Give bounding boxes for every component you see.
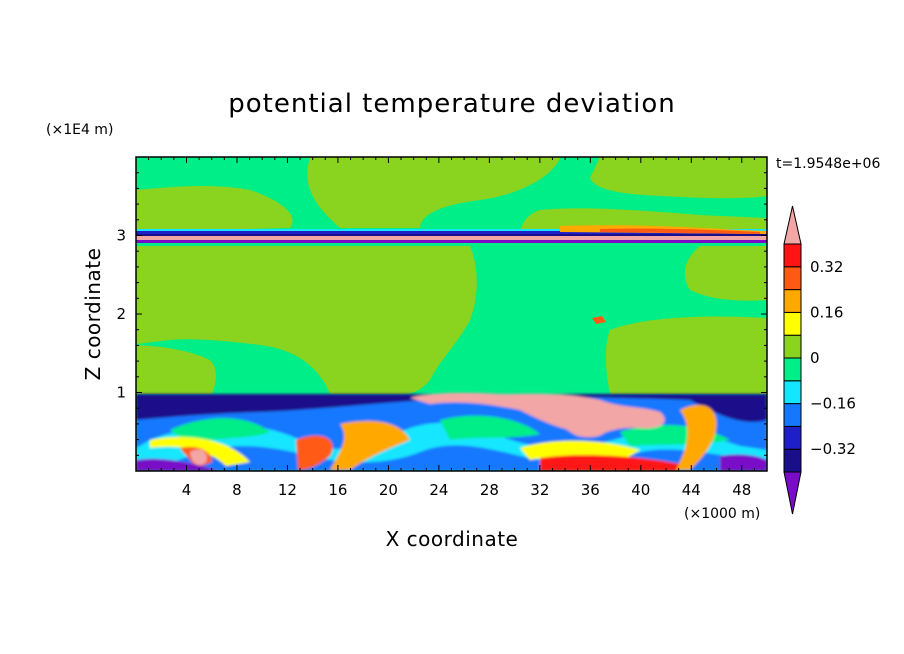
x-tick-label: 32 [530, 481, 549, 499]
colorbar-legend: 0.32 0.16 0 −0.16 −0.32 [783, 205, 856, 515]
time-label: t=1.9548e+06 [776, 156, 880, 172]
band-layer-blue [136, 231, 767, 235]
colorbar-tick-label: −0.16 [810, 395, 856, 413]
lower-warm-streak-1 [150, 436, 250, 466]
x-tick-label: 16 [328, 481, 347, 499]
colorbar-tick-label: −0.32 [810, 440, 856, 458]
x-axis-unit: (×1000 m) [684, 506, 760, 522]
colorbar-tick-label: 0.16 [810, 303, 843, 321]
x-tick-label: 4 [182, 481, 192, 499]
y-axis-unit: (×1E4 m) [46, 122, 113, 138]
lower-warm-streak-6 [676, 404, 717, 470]
colorbar-under-triangle [783, 471, 802, 515]
lower-pink-core-2 [558, 404, 611, 438]
field-patch-upper-1 [136, 185, 293, 232]
lower-warm-streak-2 [330, 421, 410, 470]
y-axis: 1 2 3 [116, 172, 767, 456]
colorbar-swatch [783, 403, 802, 427]
lower-purple-base-right [720, 454, 767, 471]
band-layer-navy [136, 234, 767, 236]
x-tick-label: 20 [379, 481, 398, 499]
lower-navy-top [136, 394, 767, 422]
y-tick-label: 3 [116, 227, 126, 245]
x-tick-label: 12 [278, 481, 297, 499]
colorbar-swatch [783, 425, 802, 450]
x-axis: 4 8 12 16 20 24 28 32 36 40 44 48 [148, 157, 755, 499]
field-patch-mid-4 [605, 316, 767, 394]
band-layer-purple [136, 240, 767, 243]
x-axis-label: X coordinate [386, 527, 519, 551]
chart-title: potential temperature deviation [228, 89, 675, 119]
colorbar-swatch [783, 357, 802, 382]
field-patch-upper-2 [307, 157, 560, 228]
turbulent-lower-layer [136, 392, 767, 471]
x-tick-label: 24 [429, 481, 448, 499]
field-patch-mid-2 [136, 345, 216, 394]
colorbar-tick-label: 0 [810, 349, 820, 367]
colorbar-swatch [783, 266, 802, 291]
band-layer-cyan [136, 229, 767, 232]
band-layer-pink [136, 236, 767, 240]
colorbar-swatch [783, 289, 802, 313]
colorbar-swatch [783, 334, 802, 359]
field-patch-mid-1 [136, 246, 477, 394]
colorbar-swatch [783, 380, 802, 405]
colorbar-swatch [783, 243, 802, 268]
y-tick-label: 2 [116, 305, 126, 323]
colorbar-swatch [783, 311, 802, 336]
lower-warm-streak-5 [540, 455, 680, 471]
x-tick-label: 48 [732, 481, 751, 499]
y-tick-label: 1 [116, 384, 126, 402]
x-tick-label: 36 [581, 481, 600, 499]
colorbar-over-triangle [783, 205, 802, 245]
lower-green-swirl-2 [440, 415, 540, 440]
y-axis-label: Z coordinate [81, 248, 105, 381]
lower-purple-base-left [136, 458, 220, 471]
colorbar-swatch [783, 448, 802, 473]
band-layer-red-streaks [600, 228, 760, 234]
field-patch-upper-3 [590, 157, 767, 199]
field-fleck-mid [592, 316, 606, 324]
lower-green-swirl-1 [170, 418, 270, 444]
lower-pink-core-3 [190, 449, 207, 466]
x-tick-label: 28 [480, 481, 499, 499]
x-tick-label: 44 [682, 481, 701, 499]
lower-warm-streak-3 [296, 435, 333, 470]
x-tick-label: 8 [232, 481, 242, 499]
x-tick-label: 40 [631, 481, 650, 499]
colorbar-tick-label: 0.32 [810, 258, 843, 276]
field-patch-mid-3 [684, 246, 767, 301]
heatmap-field [136, 157, 767, 471]
